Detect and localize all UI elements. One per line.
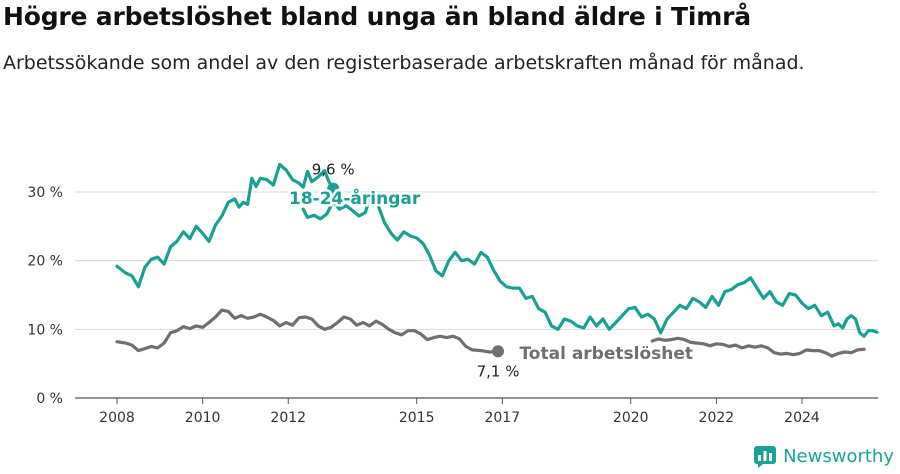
chart-subtitle: Arbetssökande som andel av den registerb… [3,52,805,74]
y-tick-label: 10 % [27,322,63,338]
y-tick-label: 20 % [27,254,63,270]
x-tick-label: 2015 [399,410,435,426]
x-tick-label: 2024 [784,410,820,426]
series-end-label: 7,1 % [477,362,520,380]
brand-logo: Newsworthy [753,444,894,468]
chart-title: Högre arbetslöshet bland unga än bland ä… [3,2,751,31]
x-tick-label: 2022 [699,410,735,426]
series-line [115,308,500,354]
series-label: 18-24-åringar [289,187,421,209]
x-tick-label: 2012 [270,410,306,426]
y-tick-label: 30 % [27,185,63,201]
x-tick-label: 2010 [185,410,221,426]
y-tick-label: 0 % [36,391,63,407]
brand-name: Newsworthy [783,445,894,467]
series-line [650,336,866,358]
series-end-marker [327,182,340,195]
series-end-label: 9,6 % [312,161,355,179]
series-label: Total arbetslöshet [519,344,693,364]
x-tick-label: 2017 [484,410,520,426]
x-tick-label: 2008 [99,410,135,426]
newsworthy-logo-icon [754,446,777,468]
x-tick-label: 2020 [613,410,649,426]
series-line [301,190,879,338]
series-line [115,162,335,289]
series-end-marker [492,345,505,358]
